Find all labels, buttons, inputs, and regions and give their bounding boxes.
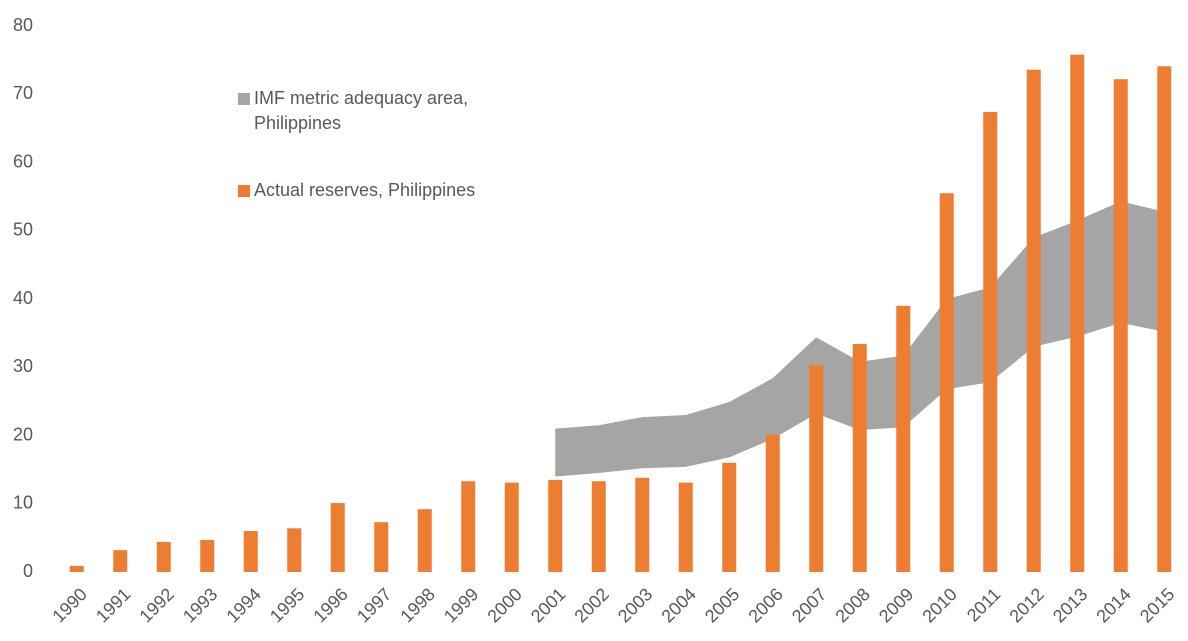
y-tick-label: 70 — [13, 83, 33, 103]
bar — [504, 482, 519, 572]
bar — [1026, 69, 1041, 573]
y-tick-label: 40 — [13, 288, 33, 308]
y-tick-label: 50 — [13, 220, 33, 240]
legend-swatch — [238, 185, 250, 197]
x-tick-label: 2009 — [875, 584, 917, 626]
legend-swatch — [238, 93, 250, 105]
bar — [200, 539, 215, 572]
x-tick-label: 2005 — [701, 584, 743, 626]
range-area — [555, 201, 1165, 477]
x-tick-label: 1996 — [309, 584, 351, 626]
legend-label: Actual reserves, Philippines — [254, 180, 476, 200]
y-tick-label: 30 — [13, 356, 33, 376]
x-tick-label: 2010 — [918, 584, 960, 626]
bar — [1113, 79, 1128, 573]
x-tick-label: 1990 — [48, 584, 90, 626]
x-tick-label: 1991 — [92, 584, 134, 626]
legend-label: IMF metric adequacy area, Philippines — [254, 88, 469, 133]
x-tick-label: 1994 — [222, 584, 264, 626]
bar — [330, 503, 345, 572]
bar — [765, 434, 780, 572]
legend-item: Actual reserves, Philippines — [238, 178, 510, 203]
x-tick-label: 2003 — [614, 584, 656, 626]
x-tick-label: 2014 — [1092, 584, 1134, 626]
bar — [852, 344, 867, 572]
bar — [1157, 66, 1172, 572]
bar — [156, 541, 171, 572]
x-tick-label: 2006 — [744, 584, 786, 626]
bar — [461, 481, 476, 572]
legend: IMF metric adequacy area, Philippines Act… — [238, 86, 510, 245]
bar — [287, 528, 302, 572]
x-tick-label: 1992 — [135, 584, 177, 626]
y-tick-label: 0 — [23, 561, 33, 581]
bar — [69, 565, 84, 572]
y-tick-label: 20 — [13, 424, 33, 444]
bar — [1070, 54, 1085, 573]
x-tick-label: 2011 — [963, 584, 1005, 626]
x-tick-label: 2015 — [1136, 584, 1178, 626]
x-tick-label: 1993 — [179, 584, 221, 626]
bar — [548, 479, 563, 572]
y-tick-label: 80 — [13, 15, 33, 35]
x-tick-label: 2002 — [570, 584, 612, 626]
bar — [722, 462, 737, 572]
bar — [983, 111, 998, 573]
x-tick-label: 1995 — [266, 584, 308, 626]
x-tick-label: 2007 — [788, 584, 830, 626]
bar — [113, 550, 128, 572]
y-tick-label: 10 — [13, 493, 33, 513]
x-tick-label: 2001 — [527, 584, 569, 626]
bar — [939, 193, 954, 572]
bar — [896, 305, 911, 572]
bar — [809, 365, 824, 572]
bar — [591, 481, 606, 572]
legend-item: IMF metric adequacy area, Philippines — [238, 86, 510, 136]
x-tick-label: 2008 — [831, 584, 873, 626]
bar — [374, 522, 389, 572]
bar — [417, 509, 432, 572]
bar — [635, 477, 650, 572]
bar — [678, 482, 693, 572]
x-tick-label: 1999 — [440, 584, 482, 626]
x-tick-label: 2004 — [657, 584, 699, 626]
x-tick-label: 2000 — [483, 584, 525, 626]
x-tick-label: 1997 — [353, 584, 395, 626]
y-tick-label: 60 — [13, 151, 33, 171]
x-tick-label: 1998 — [396, 584, 438, 626]
bar — [243, 531, 258, 572]
x-tick-label: 2012 — [1005, 584, 1047, 626]
x-tick-label: 2013 — [1049, 584, 1091, 626]
